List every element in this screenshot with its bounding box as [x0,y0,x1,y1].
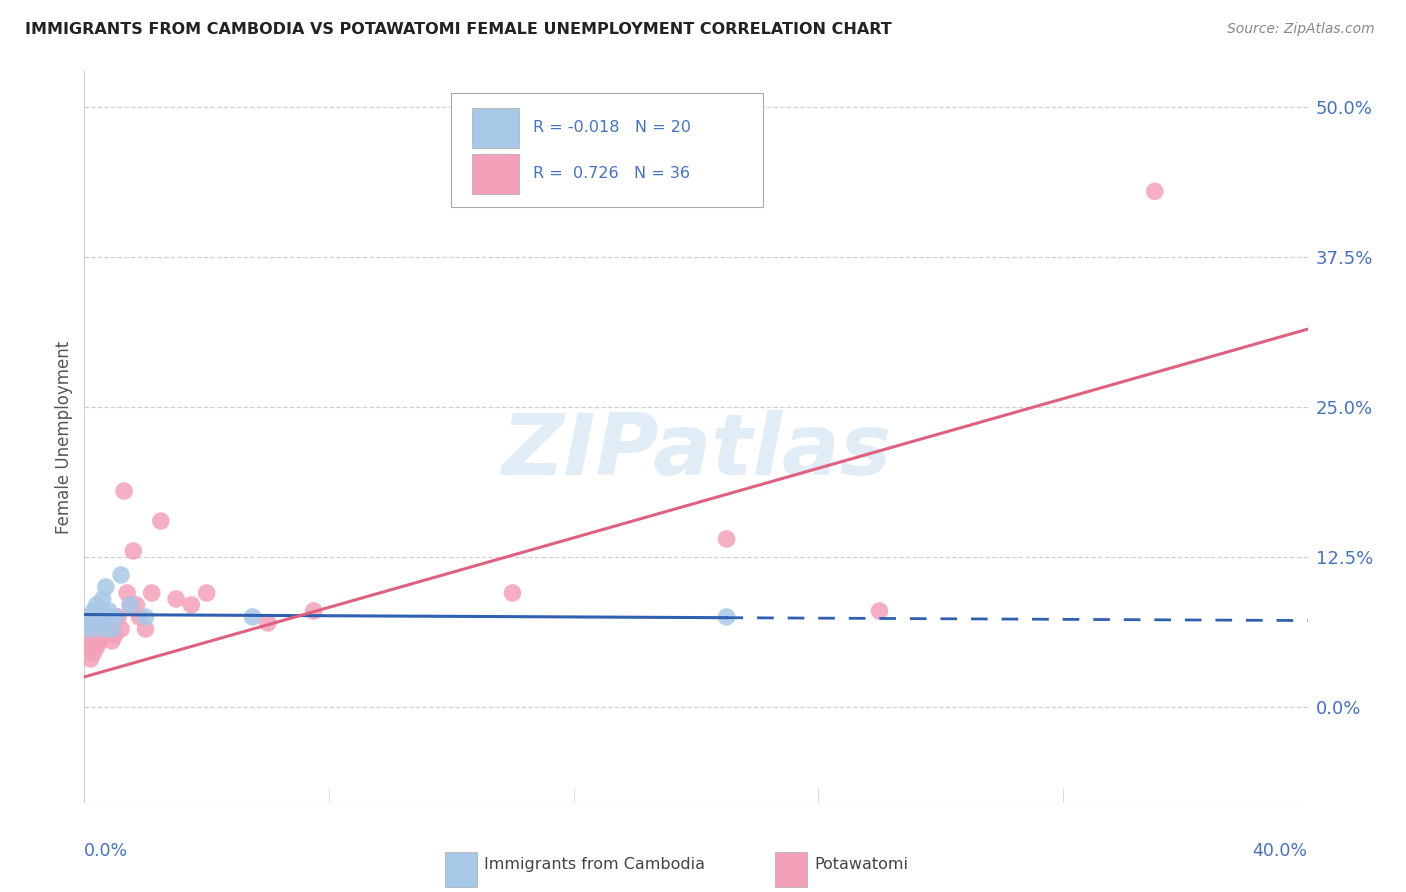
Point [242,610,264,624]
Point [1143,184,1166,198]
Point [110,568,132,582]
Bar [472,108,519,148]
Text: ZIPatlas: ZIPatlas [501,410,891,493]
Y-axis label: Female Unemployment: Female Unemployment [55,341,73,533]
Point [94,622,117,636]
Point [165,591,187,606]
Point [869,604,891,618]
Point [135,610,157,624]
Text: R = -0.018   N = 20: R = -0.018 N = 20 [533,120,692,136]
Point [120,598,142,612]
Point [91,622,114,636]
Text: R =  0.726   N = 36: R = 0.726 N = 36 [533,166,690,181]
Point [79,610,101,624]
Point [302,604,325,618]
Point [141,586,163,600]
Point [135,622,157,636]
Point [149,514,172,528]
Point [107,610,129,624]
Point [112,483,135,498]
Point [79,622,101,636]
Point [79,652,101,666]
Text: 0.0%: 0.0% [84,842,128,860]
Text: 40.0%: 40.0% [1253,842,1308,860]
Point [89,634,111,648]
Text: Immigrants from Cambodia: Immigrants from Cambodia [484,857,706,872]
Point [86,640,108,654]
Point [86,598,108,612]
Point [91,622,114,636]
Point [83,615,105,630]
Point [502,586,524,600]
Point [94,580,117,594]
Point [120,598,142,612]
Bar [472,153,519,194]
Point [104,610,127,624]
Point [716,610,738,624]
Point [101,622,124,636]
Text: Source: ZipAtlas.com: Source: ZipAtlas.com [1227,22,1375,37]
Point [91,615,114,630]
Point [716,532,738,546]
Point [91,591,114,606]
Point [125,598,148,612]
Point [257,615,280,630]
Point [97,604,120,618]
Point [89,628,111,642]
Point [76,640,98,654]
Point [110,622,132,636]
Point [195,586,218,600]
Point [97,622,120,636]
Point [83,634,105,648]
Point [89,615,111,630]
Text: Potawatomi: Potawatomi [814,857,908,872]
Bar [446,852,477,887]
Point [115,586,138,600]
FancyBboxPatch shape [451,94,763,207]
Point [122,544,145,558]
Point [86,610,108,624]
Point [94,610,117,624]
Point [79,628,101,642]
Point [128,610,150,624]
Point [89,604,111,618]
Point [76,615,98,630]
Point [180,598,202,612]
Point [104,628,127,642]
Point [83,604,105,618]
Point [83,646,105,660]
Text: IMMIGRANTS FROM CAMBODIA VS POTAWATOMI FEMALE UNEMPLOYMENT CORRELATION CHART: IMMIGRANTS FROM CAMBODIA VS POTAWATOMI F… [25,22,891,37]
Point [86,622,108,636]
Point [101,634,124,648]
Bar [776,852,807,887]
